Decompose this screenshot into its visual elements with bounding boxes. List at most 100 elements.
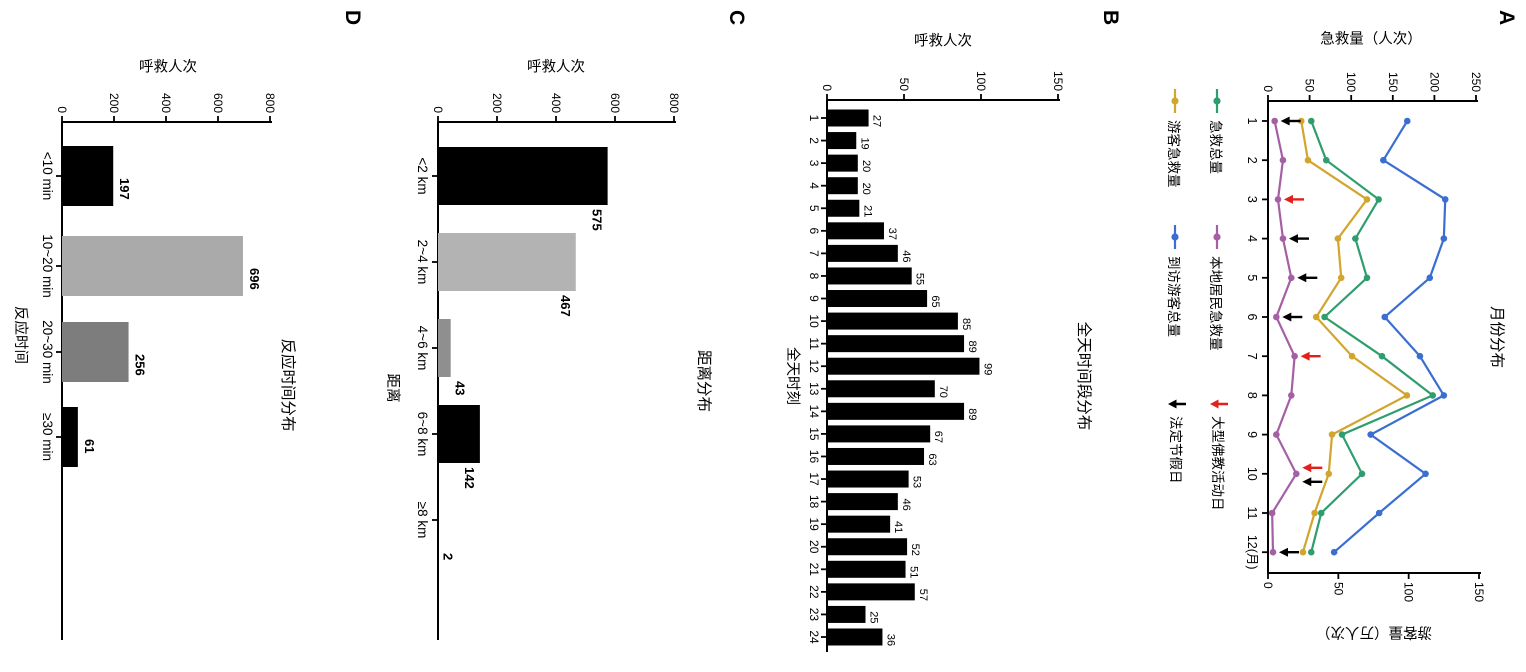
legend-label: 到访游客总量	[1166, 256, 1181, 337]
svg-text:10: 10	[807, 314, 821, 328]
svg-text:3: 3	[807, 160, 821, 167]
svg-text:4~6 km: 4~6 km	[415, 326, 430, 371]
panel-b-title: 全天时间段分布	[1075, 321, 1092, 431]
svg-text:50: 50	[1331, 582, 1345, 596]
legend-item-local: 本地居民急救量	[1207, 224, 1227, 351]
svg-text:<10 min: <10 min	[40, 152, 55, 200]
svg-text:10: 10	[1245, 467, 1259, 481]
legend-arrow-marker-red	[1209, 398, 1229, 410]
svg-text:65: 65	[929, 295, 941, 307]
svg-text:600: 600	[608, 93, 622, 113]
legend-label: 游客急救量	[1166, 120, 1181, 188]
panel-d-xlabel: 反应时间	[12, 306, 28, 364]
svg-text:61: 61	[82, 439, 97, 453]
svg-text:89: 89	[966, 408, 978, 420]
svg-text:25: 25	[868, 611, 880, 623]
svg-text:8: 8	[807, 273, 821, 280]
panel-c-xlabel: 距离	[384, 373, 400, 403]
svg-text:5: 5	[1245, 274, 1259, 281]
svg-text:99: 99	[981, 363, 993, 375]
svg-text:150: 150	[1472, 582, 1486, 602]
svg-text:11: 11	[1245, 507, 1259, 520]
svg-text:24: 24	[807, 630, 821, 644]
panel-a-ylabel-left: 急救量（人次）	[1320, 31, 1422, 48]
svg-text:2: 2	[441, 553, 456, 560]
legend-label: 法定节假日	[1168, 416, 1183, 484]
svg-text:3: 3	[1245, 196, 1259, 203]
legend-item-legal-holiday: 法定节假日	[1167, 398, 1187, 484]
svg-text:800: 800	[667, 93, 681, 113]
svg-text:12: 12	[807, 360, 821, 374]
svg-text:600: 600	[211, 93, 225, 113]
svg-text:27: 27	[871, 115, 883, 127]
svg-text:≥8 km: ≥8 km	[415, 502, 430, 539]
svg-text:85: 85	[960, 318, 972, 330]
legend-label: 本地居民急救量	[1208, 256, 1223, 351]
svg-text:4: 4	[807, 182, 821, 189]
svg-text:53: 53	[911, 476, 923, 488]
svg-text:2: 2	[807, 137, 821, 144]
svg-text:2: 2	[1245, 157, 1259, 164]
panel-b-ylabel: 呼救人次	[914, 33, 972, 50]
svg-text:250: 250	[1469, 72, 1483, 92]
svg-text:20: 20	[860, 183, 872, 195]
svg-text:52: 52	[909, 544, 921, 556]
svg-text:37: 37	[886, 228, 898, 240]
svg-text:0: 0	[820, 84, 834, 91]
svg-text:1: 1	[1245, 118, 1259, 125]
svg-text:575: 575	[590, 209, 605, 231]
svg-text:150: 150	[1386, 72, 1400, 92]
svg-text:55: 55	[914, 273, 926, 285]
legend-item-total: 急救总量	[1207, 88, 1227, 174]
svg-text:256: 256	[133, 354, 148, 376]
svg-text:70: 70	[937, 386, 949, 398]
svg-text:200: 200	[107, 93, 121, 113]
svg-text:50: 50	[1303, 79, 1317, 93]
panel-c-letter: C	[725, 10, 748, 26]
svg-text:16: 16	[807, 450, 821, 464]
svg-text:51: 51	[908, 566, 920, 578]
legend-arrow-marker-black	[1167, 398, 1187, 410]
svg-text:9: 9	[807, 295, 821, 302]
svg-text:400: 400	[159, 93, 173, 113]
svg-text:21: 21	[807, 563, 821, 577]
svg-text:12(月): 12(月)	[1245, 535, 1259, 570]
svg-text:43: 43	[453, 381, 468, 395]
svg-text:6: 6	[807, 227, 821, 234]
svg-text:13: 13	[807, 382, 821, 396]
panel-d-title: 反应时间分布	[279, 338, 296, 432]
svg-text:21: 21	[861, 205, 873, 217]
svg-text:0: 0	[1261, 582, 1275, 589]
svg-text:197: 197	[117, 178, 132, 200]
legend-line-marker-green	[1210, 88, 1224, 114]
svg-text:14: 14	[807, 405, 821, 419]
svg-text:7: 7	[807, 250, 821, 257]
panel-a-ylabel-right: 游客量（万人次）	[1316, 623, 1432, 640]
svg-text:467: 467	[558, 295, 573, 317]
svg-text:89: 89	[966, 341, 978, 353]
svg-text:150: 150	[1051, 71, 1065, 91]
svg-text:23: 23	[807, 608, 821, 622]
svg-text:63: 63	[926, 453, 938, 465]
svg-text:5: 5	[807, 205, 821, 212]
svg-text:100: 100	[1402, 582, 1416, 602]
svg-text:1: 1	[807, 115, 821, 122]
svg-text:11: 11	[807, 337, 821, 350]
panel-b-xlabel: 全天时刻	[784, 347, 800, 405]
svg-text:7: 7	[1245, 353, 1259, 360]
panel-b-letter: B	[1099, 10, 1122, 26]
svg-text:41: 41	[892, 521, 904, 533]
svg-text:67: 67	[932, 431, 944, 443]
svg-text:10~20 min: 10~20 min	[40, 234, 55, 297]
legend-line-marker-blue	[1168, 224, 1182, 250]
svg-text:400: 400	[549, 93, 563, 113]
legend-item-visiting-total: 到访游客总量	[1165, 224, 1185, 337]
svg-text:6~8 km: 6~8 km	[415, 412, 430, 457]
svg-text:15: 15	[807, 427, 821, 441]
svg-text:46: 46	[900, 250, 912, 262]
svg-text:22: 22	[807, 585, 821, 599]
svg-text:100: 100	[974, 71, 988, 91]
svg-text:696: 696	[247, 268, 262, 290]
